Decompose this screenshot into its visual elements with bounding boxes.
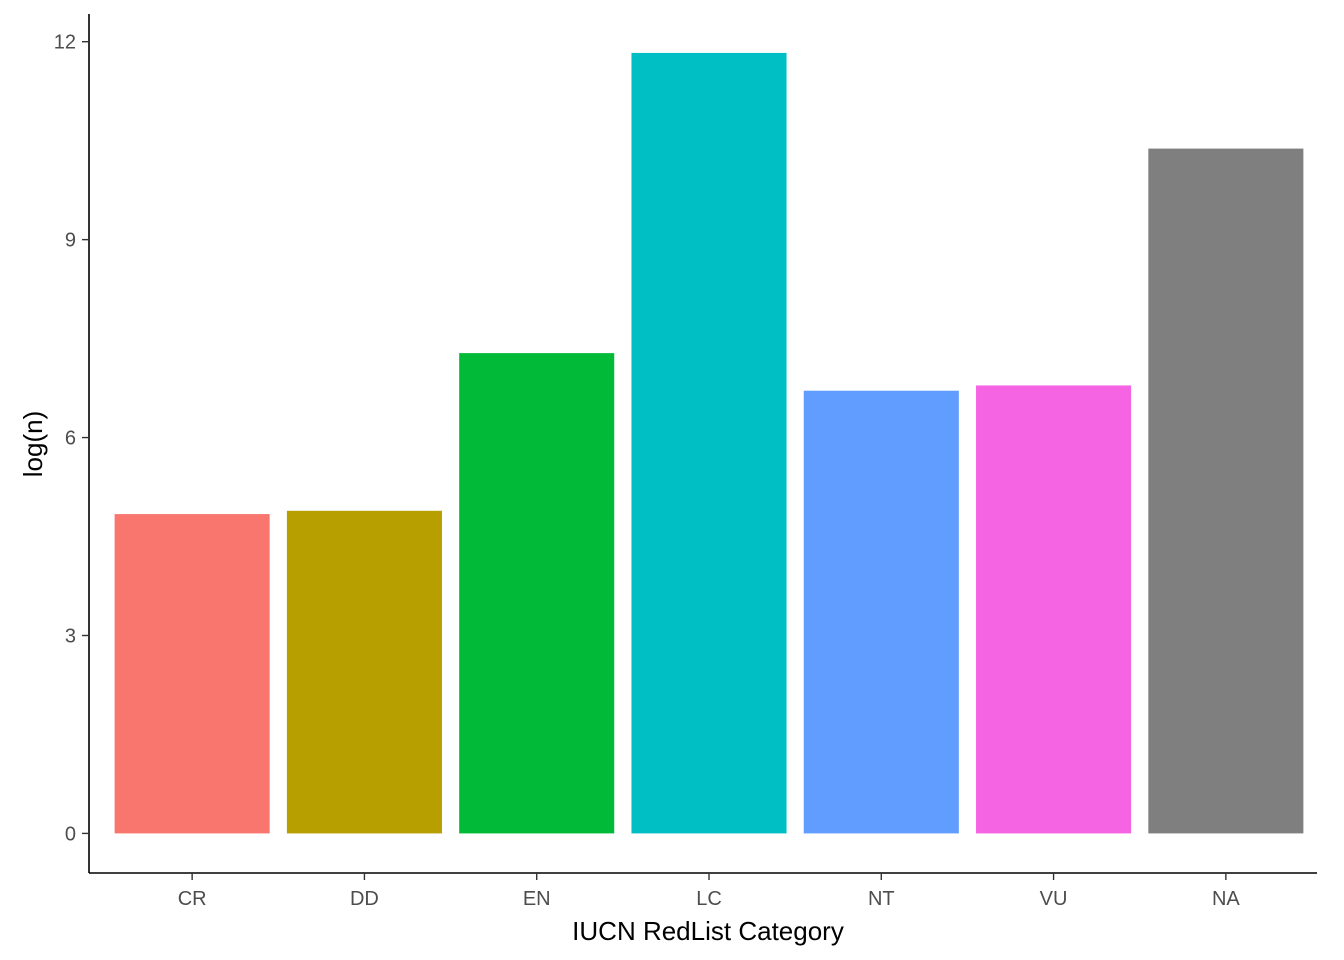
x-tick-label: DD bbox=[350, 888, 379, 910]
y-ticks-group: 0 3 6 9 12 bbox=[54, 32, 89, 845]
bar-cr bbox=[114, 514, 270, 834]
bar-lc bbox=[631, 52, 787, 834]
y-tick-label: 0 bbox=[65, 823, 76, 845]
x-ticks-group: CR DD EN LC NT VU NA bbox=[178, 873, 1240, 910]
y-tick-label: 3 bbox=[65, 625, 76, 647]
y-tick-label: 6 bbox=[65, 428, 76, 450]
y-axis-title: log(n) bbox=[18, 411, 48, 477]
bars-group bbox=[114, 52, 1304, 834]
bar-vu bbox=[976, 385, 1132, 834]
y-tick-label: 12 bbox=[54, 32, 76, 54]
x-tick-label: NT bbox=[868, 888, 895, 910]
x-axis-title: IUCN RedList Category bbox=[572, 916, 844, 946]
x-tick-label: NA bbox=[1212, 888, 1240, 910]
y-tick-label: 9 bbox=[65, 230, 76, 252]
bar-na bbox=[1148, 148, 1304, 834]
x-tick-label: LC bbox=[696, 888, 722, 910]
bar-en bbox=[459, 353, 615, 834]
bar-dd bbox=[286, 510, 442, 834]
x-tick-label: VU bbox=[1040, 888, 1068, 910]
x-tick-label: CR bbox=[178, 888, 207, 910]
bar-nt bbox=[803, 390, 959, 834]
x-tick-label: EN bbox=[523, 888, 551, 910]
